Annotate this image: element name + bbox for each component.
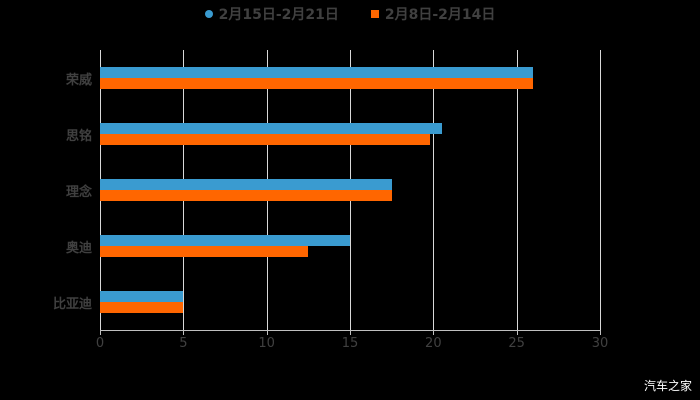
x-tick-label: 25 (508, 336, 525, 351)
bar-series2[interactable] (100, 190, 392, 201)
x-tick-label: 15 (341, 336, 359, 351)
watermark: 汽车之家 (643, 379, 692, 393)
legend-label-series1: 2月15日-2月21日 (218, 7, 339, 23)
legend-label-series2: 2月8日-2月14日 (384, 7, 496, 23)
bar-series2[interactable] (100, 246, 309, 257)
x-tick-label: 20 (425, 336, 442, 351)
axis-tick (100, 330, 101, 335)
category-label: 比亚迪 (52, 297, 92, 312)
gridline (516, 50, 518, 330)
axis-tick (433, 330, 435, 335)
x-axis (100, 330, 600, 331)
legend-marker-blue-icon (204, 10, 213, 18)
x-tick-label: 5 (179, 336, 188, 351)
x-tick-label: 0 (95, 336, 105, 351)
x-tick-label: 10 (258, 336, 275, 351)
gridline (600, 50, 601, 330)
chart-legend: 2月15日-2月21日 2月8日-2月14日 (0, 4, 700, 24)
legend-item-series2[interactable]: 2月8日-2月14日 (370, 4, 496, 24)
bar-series1[interactable] (100, 179, 392, 190)
bar-series1[interactable] (100, 235, 350, 246)
axis-tick (516, 330, 518, 335)
legend-item-series1[interactable]: 2月15日-2月21日 (204, 4, 339, 24)
x-tick-label: 30 (591, 336, 609, 351)
category-label: 奥迪 (65, 241, 92, 256)
bar-series1[interactable] (100, 67, 534, 78)
axis-tick (183, 330, 185, 335)
axis-tick (600, 330, 601, 335)
category-label: 理念 (65, 185, 92, 200)
category-label: 思铭 (65, 129, 92, 144)
bar-series1[interactable] (100, 291, 184, 302)
bar-series2[interactable] (100, 78, 534, 89)
axis-tick (266, 330, 268, 335)
bar-series1[interactable] (100, 123, 442, 134)
bar-series2[interactable] (100, 134, 430, 145)
bar-series2[interactable] (100, 302, 184, 313)
legend-marker-orange-icon (370, 10, 379, 18)
gridline (433, 50, 435, 330)
axis-tick (350, 330, 351, 335)
category-label: 荣威 (65, 73, 92, 88)
